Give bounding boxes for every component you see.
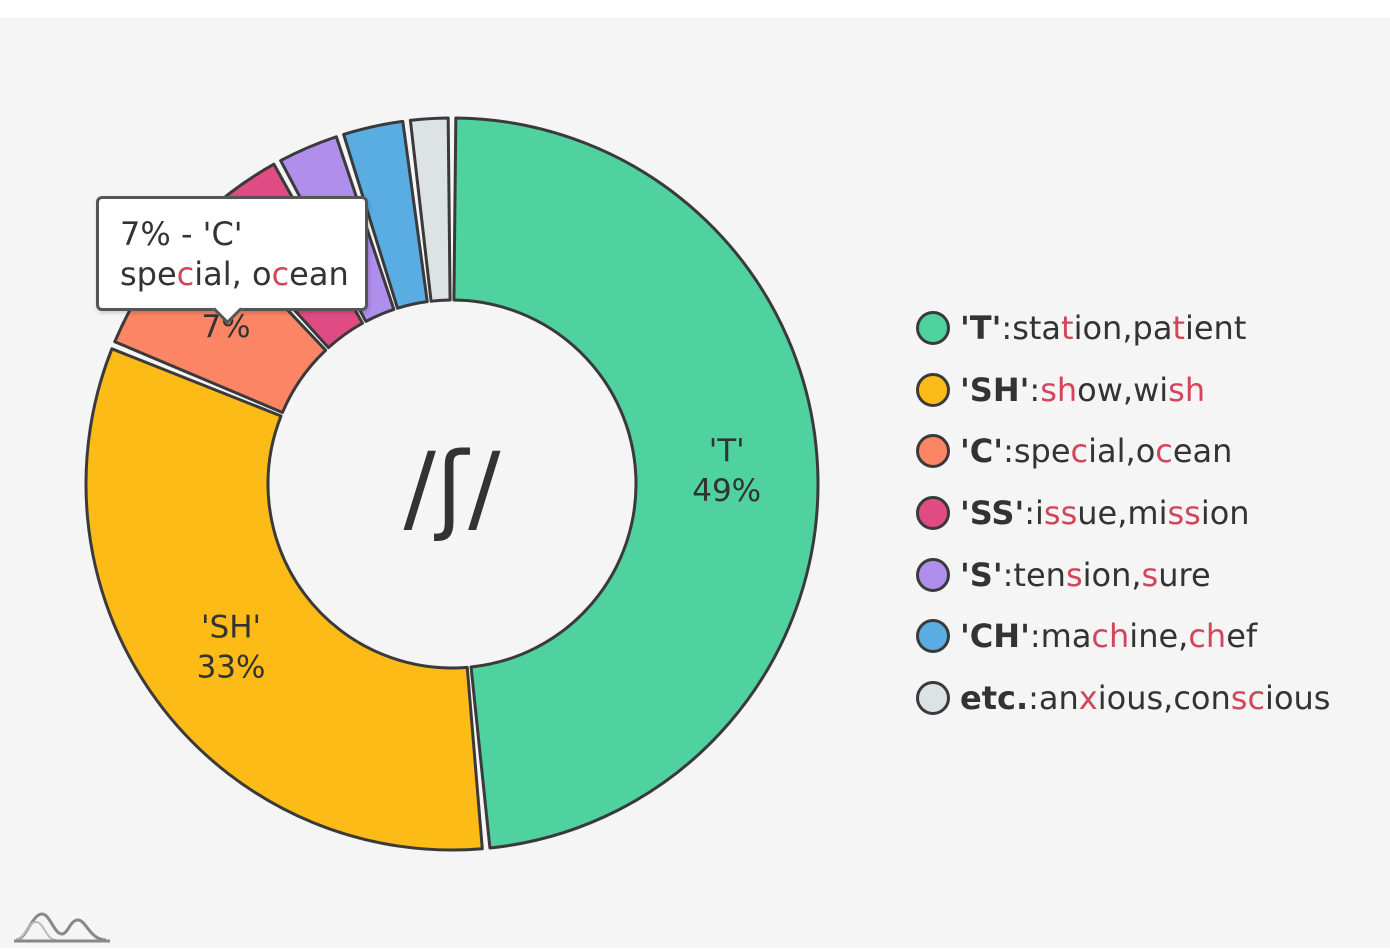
legend-swatch-icon <box>916 557 950 592</box>
legend-key: 'SS' <box>960 493 1025 532</box>
legend-key: 'C' <box>960 432 1004 471</box>
watermark-logo-icon <box>14 912 110 943</box>
center-label: /ʃ/ <box>404 432 502 544</box>
legend-item[interactable]: 'CH': machine, chef <box>916 605 1330 667</box>
legend-example-word: station <box>1012 308 1123 347</box>
slice-value-label-1: 33% <box>197 650 266 686</box>
tooltip-examples: special, ocean <box>120 255 349 293</box>
legend-key: 'S' <box>960 555 1003 594</box>
legend-example-word: chef <box>1188 617 1258 656</box>
legend-item[interactable]: 'T': station, patient <box>916 297 1330 359</box>
legend-item[interactable]: 'SS': issue, mission <box>916 482 1330 544</box>
tooltip-title: 7% - 'C' <box>120 215 243 253</box>
legend-example-word: machine <box>1040 617 1179 656</box>
slice-name-label-0: 'T' <box>709 433 745 469</box>
legend-item[interactable]: 'C': special, ocean <box>916 420 1330 482</box>
legend-example-word: anxious <box>1038 678 1164 717</box>
legend-key: 'CH' <box>960 617 1030 656</box>
legend-example-word: patient <box>1132 308 1247 347</box>
legend-example-word: sure <box>1141 555 1211 594</box>
legend-example-word: special <box>1013 432 1126 471</box>
donut-slice-6[interactable] <box>408 116 452 303</box>
donut-slice-1[interactable] <box>84 347 484 852</box>
legend-example-word: mission <box>1127 493 1250 532</box>
legend-key: 'T' <box>960 308 1002 347</box>
slice-value-label-0: 49% <box>692 473 761 509</box>
donut-slice-0[interactable] <box>452 116 820 850</box>
legend-swatch-icon <box>916 619 950 654</box>
legend-example-word: wish <box>1133 370 1206 409</box>
legend-swatch-icon <box>916 372 950 407</box>
legend-example-word: conscious <box>1173 678 1331 717</box>
legend-item[interactable]: 'S': tension, sure <box>916 544 1330 606</box>
tooltip: 7% - 'C' special, ocean <box>96 196 368 325</box>
legend-item[interactable]: etc.: anxious, conscious <box>916 667 1330 729</box>
legend-swatch-icon <box>916 434 950 469</box>
slice-name-label-1: 'SH' <box>201 610 261 646</box>
legend-example-word: ocean <box>1135 432 1233 471</box>
legend-example-word: show <box>1040 370 1123 409</box>
legend-example-word: issue <box>1035 493 1118 532</box>
legend-key: etc. <box>960 678 1029 717</box>
legend-item[interactable]: 'SH': show, wish <box>916 359 1330 421</box>
legend-swatch-icon <box>916 495 950 530</box>
donut-slice-5[interactable] <box>342 119 429 310</box>
legend-swatch-icon <box>916 680 950 715</box>
legend-swatch-icon <box>916 310 950 345</box>
chart-stage: 'T' 49% 'SH' 33% 7% /ʃ/ 'T': station, patien… <box>0 18 1390 948</box>
legend-key: 'SH' <box>960 370 1030 409</box>
legend: 'T': station, patient 'SH': show, wish 'C'… <box>916 297 1330 729</box>
legend-example-word: tension <box>1013 555 1132 594</box>
